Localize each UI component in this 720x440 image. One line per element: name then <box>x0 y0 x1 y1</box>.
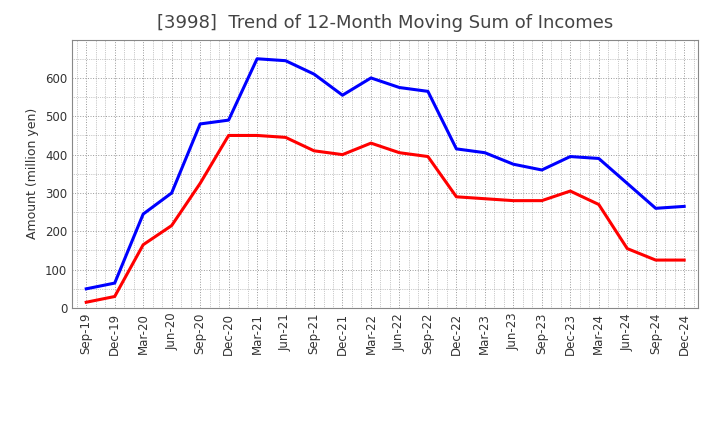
Net Income <box>82 300 91 305</box>
Ordinary Income <box>395 85 404 90</box>
Ordinary Income <box>480 150 489 155</box>
Net Income <box>566 188 575 194</box>
Ordinary Income <box>509 161 518 167</box>
Ordinary Income <box>196 121 204 127</box>
Ordinary Income <box>652 205 660 211</box>
Net Income <box>225 133 233 138</box>
Net Income <box>110 294 119 299</box>
Ordinary Income <box>680 204 688 209</box>
Title: [3998]  Trend of 12-Month Moving Sum of Incomes: [3998] Trend of 12-Month Moving Sum of I… <box>157 15 613 33</box>
Net Income <box>139 242 148 247</box>
Net Income <box>452 194 461 199</box>
Ordinary Income <box>595 156 603 161</box>
Net Income <box>253 133 261 138</box>
Net Income <box>595 202 603 207</box>
Net Income <box>196 181 204 186</box>
Ordinary Income <box>623 181 631 186</box>
Net Income <box>652 257 660 263</box>
Ordinary Income <box>82 286 91 291</box>
Ordinary Income <box>282 58 290 63</box>
Net Income <box>509 198 518 203</box>
Line: Ordinary Income: Ordinary Income <box>86 59 684 289</box>
Ordinary Income <box>423 89 432 94</box>
Ordinary Income <box>310 71 318 77</box>
Ordinary Income <box>167 191 176 196</box>
Ordinary Income <box>566 154 575 159</box>
Y-axis label: Amount (million yen): Amount (million yen) <box>27 108 40 239</box>
Net Income <box>537 198 546 203</box>
Net Income <box>366 140 375 146</box>
Ordinary Income <box>225 117 233 123</box>
Net Income <box>623 246 631 251</box>
Ordinary Income <box>452 146 461 151</box>
Ordinary Income <box>338 92 347 98</box>
Ordinary Income <box>537 167 546 172</box>
Line: Net Income: Net Income <box>86 136 684 302</box>
Ordinary Income <box>139 211 148 216</box>
Net Income <box>680 257 688 263</box>
Ordinary Income <box>110 280 119 286</box>
Net Income <box>167 223 176 228</box>
Net Income <box>310 148 318 154</box>
Ordinary Income <box>366 75 375 81</box>
Net Income <box>282 135 290 140</box>
Net Income <box>395 150 404 155</box>
Net Income <box>338 152 347 157</box>
Net Income <box>480 196 489 202</box>
Ordinary Income <box>253 56 261 62</box>
Net Income <box>423 154 432 159</box>
